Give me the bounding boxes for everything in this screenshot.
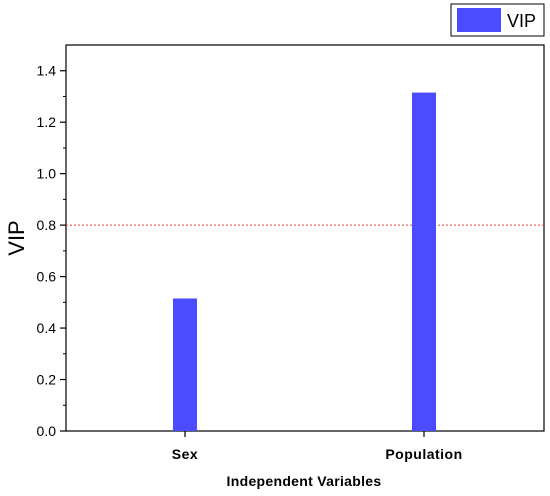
y-tick-label: 0.8 bbox=[37, 217, 57, 233]
legend-swatch bbox=[457, 8, 501, 32]
bar-population bbox=[412, 92, 436, 432]
bars bbox=[173, 92, 436, 432]
y-tick-label: 0.4 bbox=[37, 320, 57, 336]
x-tick-label: Population bbox=[385, 446, 462, 462]
legend-label: VIP bbox=[507, 11, 536, 31]
x-axis-ticks: Sex Population bbox=[172, 431, 462, 462]
bar-sex bbox=[173, 298, 197, 431]
plot-frame bbox=[65, 44, 545, 432]
y-axis-ticks: 0.0 0.2 0.4 0.6 0.8 1.0 1.2 1.4 bbox=[37, 63, 66, 439]
y-tick-label: 1.2 bbox=[37, 114, 57, 130]
y-axis-title: VIP bbox=[4, 220, 29, 255]
y-tick-label: 0.6 bbox=[37, 269, 57, 285]
y-tick-label: 1.0 bbox=[37, 166, 57, 182]
y-tick-label: 0.0 bbox=[37, 423, 57, 439]
x-tick-label: Sex bbox=[172, 446, 198, 462]
plot-border bbox=[65, 44, 545, 432]
y-tick-label: 0.2 bbox=[37, 372, 57, 388]
legend: VIP bbox=[450, 3, 545, 37]
y-tick-label: 1.4 bbox=[37, 63, 57, 79]
x-axis-title: Independent Variables bbox=[227, 473, 382, 489]
